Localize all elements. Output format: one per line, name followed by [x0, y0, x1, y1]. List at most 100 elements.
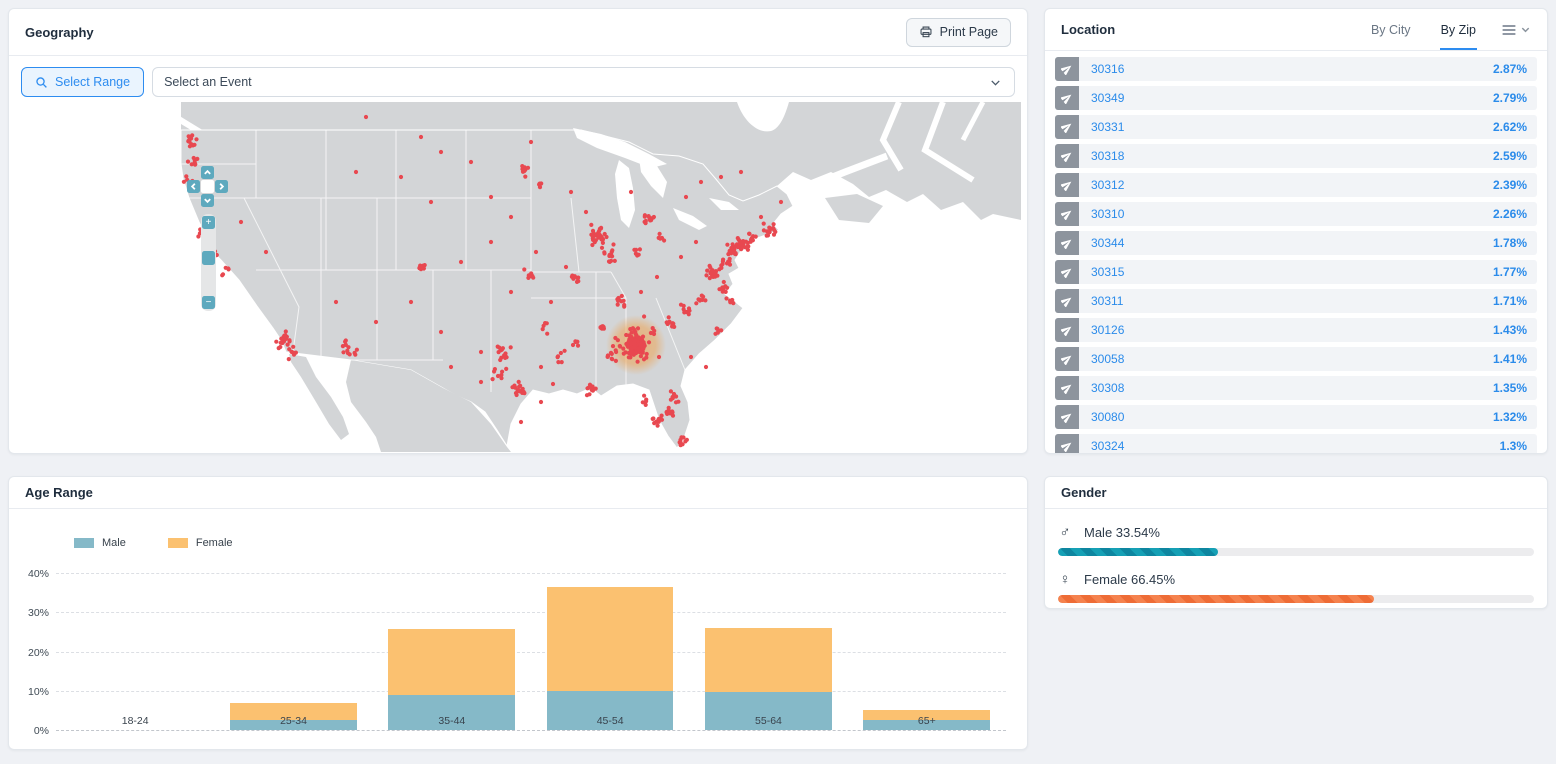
- zip-link[interactable]: 30331: [1091, 120, 1125, 134]
- locate-icon[interactable]: [1055, 347, 1079, 371]
- zip-link[interactable]: 30311: [1091, 294, 1124, 308]
- male-progress-track: [1058, 548, 1534, 556]
- usa-dot-map[interactable]: + −: [175, 100, 1021, 452]
- zip-link[interactable]: 30312: [1091, 178, 1125, 192]
- zip-link[interactable]: 30349: [1091, 91, 1125, 105]
- pan-up-button[interactable]: [201, 166, 214, 179]
- zip-percent: 2.26%: [1492, 207, 1527, 221]
- locate-icon[interactable]: [1055, 376, 1079, 400]
- female-segment: [546, 586, 674, 692]
- map-usa: [180, 129, 794, 449]
- zip-row[interactable]: 30080 1.32%: [1055, 405, 1537, 429]
- zip-link[interactable]: 30126: [1091, 323, 1125, 337]
- category-label: 65+: [917, 715, 936, 727]
- female-progress-fill: [1058, 595, 1375, 603]
- locate-icon[interactable]: [1055, 260, 1079, 284]
- female-segment: [863, 710, 991, 721]
- zip-row[interactable]: 30331 2.62%: [1055, 115, 1537, 139]
- map-dots: [181, 114, 784, 448]
- event-dropdown[interactable]: Select an Event: [152, 67, 1015, 97]
- locate-icon[interactable]: [1055, 57, 1079, 81]
- zip-link[interactable]: 30058: [1091, 352, 1125, 366]
- locate-icon[interactable]: [1055, 173, 1079, 197]
- locate-icon[interactable]: [1055, 405, 1079, 429]
- gridline: [56, 651, 1006, 653]
- zip-percent: 2.59%: [1492, 149, 1527, 163]
- gender-panel: Gender ♂ Male 33.54% ♀ Female 66.45%: [1044, 476, 1548, 609]
- zoom-out-button[interactable]: −: [202, 296, 215, 309]
- zip-row[interactable]: 30308 1.35%: [1055, 376, 1537, 400]
- tab-by-zip[interactable]: By Zip: [1439, 9, 1477, 50]
- locate-icon[interactable]: [1055, 202, 1079, 226]
- y-tick-label: 40%: [27, 568, 49, 580]
- map-baja: [289, 354, 349, 440]
- event-dropdown-value: Select an Event: [164, 75, 252, 89]
- category-label: 25-34: [280, 715, 307, 727]
- map-zoom-slider: + −: [201, 214, 216, 311]
- male-segment: [388, 695, 516, 730]
- pan-left-button[interactable]: [187, 180, 200, 193]
- zip-link[interactable]: 30318: [1091, 149, 1125, 163]
- locate-icon[interactable]: [1055, 231, 1079, 255]
- zip-link[interactable]: 30316: [1091, 62, 1125, 76]
- stacked-bar: [546, 586, 674, 730]
- chart-plot-area: 18-24 25-34 35-44 45-54 55-64 65+: [56, 561, 1006, 731]
- bar-group-45-54: 45-54: [531, 561, 689, 731]
- locate-icon[interactable]: [1055, 434, 1079, 453]
- chevron-down-icon: [988, 75, 1003, 90]
- zip-link[interactable]: 30344: [1091, 236, 1125, 250]
- zip-percent: 1.32%: [1492, 410, 1527, 424]
- zip-row[interactable]: 30058 1.41%: [1055, 347, 1537, 371]
- location-panel: Location By City By Zip 30316 2.87% 30349 2…: [1044, 8, 1548, 454]
- male-stat-row: ♂ Male 33.54%: [1058, 524, 1534, 556]
- geography-toolbar: Select Range Select an Event: [9, 56, 1027, 97]
- zip-percent: 1.78%: [1492, 236, 1527, 250]
- print-page-button[interactable]: Print Page: [905, 17, 1011, 47]
- zip-row[interactable]: 30349 2.79%: [1055, 86, 1537, 110]
- locate-icon[interactable]: [1055, 318, 1079, 342]
- zip-link[interactable]: 30080: [1091, 410, 1125, 424]
- zip-row[interactable]: 30312 2.39%: [1055, 173, 1537, 197]
- age-range-body: Male Female 0% 10% 20% 30% 40% 18-24 25-34 35-…: [9, 509, 1027, 749]
- zip-row[interactable]: 30316 2.87%: [1055, 57, 1537, 81]
- y-tick-label: 20%: [27, 646, 49, 659]
- locate-icon[interactable]: [1055, 115, 1079, 139]
- female-progress-track: [1058, 595, 1534, 603]
- chevron-down-icon: [1520, 24, 1531, 35]
- zip-row[interactable]: 30310 2.26%: [1055, 202, 1537, 226]
- locate-icon[interactable]: [1055, 144, 1079, 168]
- location-title: Location: [1061, 22, 1116, 37]
- zip-link[interactable]: 30315: [1091, 265, 1125, 279]
- gridline: [56, 690, 1006, 692]
- zip-percent: 2.79%: [1492, 91, 1527, 105]
- zip-link[interactable]: 30310: [1091, 207, 1125, 221]
- tab-by-city[interactable]: By City: [1370, 9, 1412, 50]
- gridline: [56, 730, 1006, 731]
- select-range-button[interactable]: Select Range: [21, 67, 145, 97]
- geography-header: Geography Print Page: [9, 9, 1027, 56]
- locate-icon[interactable]: [1055, 289, 1079, 313]
- male-progress-fill: [1058, 548, 1218, 556]
- bar-group-55-64: 55-64: [689, 561, 847, 731]
- zip-link[interactable]: 30324: [1091, 439, 1125, 453]
- location-menu-button[interactable]: [1501, 9, 1531, 50]
- bar-group-18-24: 18-24: [56, 561, 214, 731]
- zoom-slider-handle[interactable]: [202, 251, 215, 265]
- map-pan-control: [187, 166, 228, 207]
- zoom-in-button[interactable]: +: [202, 216, 215, 229]
- geography-panel: Geography Print Page Selec: [8, 8, 1028, 454]
- zip-row[interactable]: 30311 1.71%: [1055, 289, 1537, 313]
- pan-right-button[interactable]: [215, 180, 228, 193]
- zip-row[interactable]: 30344 1.78%: [1055, 231, 1537, 255]
- y-tick-label: 0%: [33, 725, 49, 737]
- zip-row[interactable]: 30315 1.77%: [1055, 260, 1537, 284]
- locate-icon[interactable]: [1055, 86, 1079, 110]
- zip-link[interactable]: 30308: [1091, 381, 1125, 395]
- pan-down-button[interactable]: [201, 194, 214, 207]
- zip-row[interactable]: 30324 1.3%: [1055, 434, 1537, 453]
- y-tick-label: 10%: [27, 685, 49, 698]
- stacked-bar: [863, 710, 991, 730]
- zip-row[interactable]: 30126 1.43%: [1055, 318, 1537, 342]
- map-canada: [181, 102, 1021, 220]
- zip-row[interactable]: 30318 2.59%: [1055, 144, 1537, 168]
